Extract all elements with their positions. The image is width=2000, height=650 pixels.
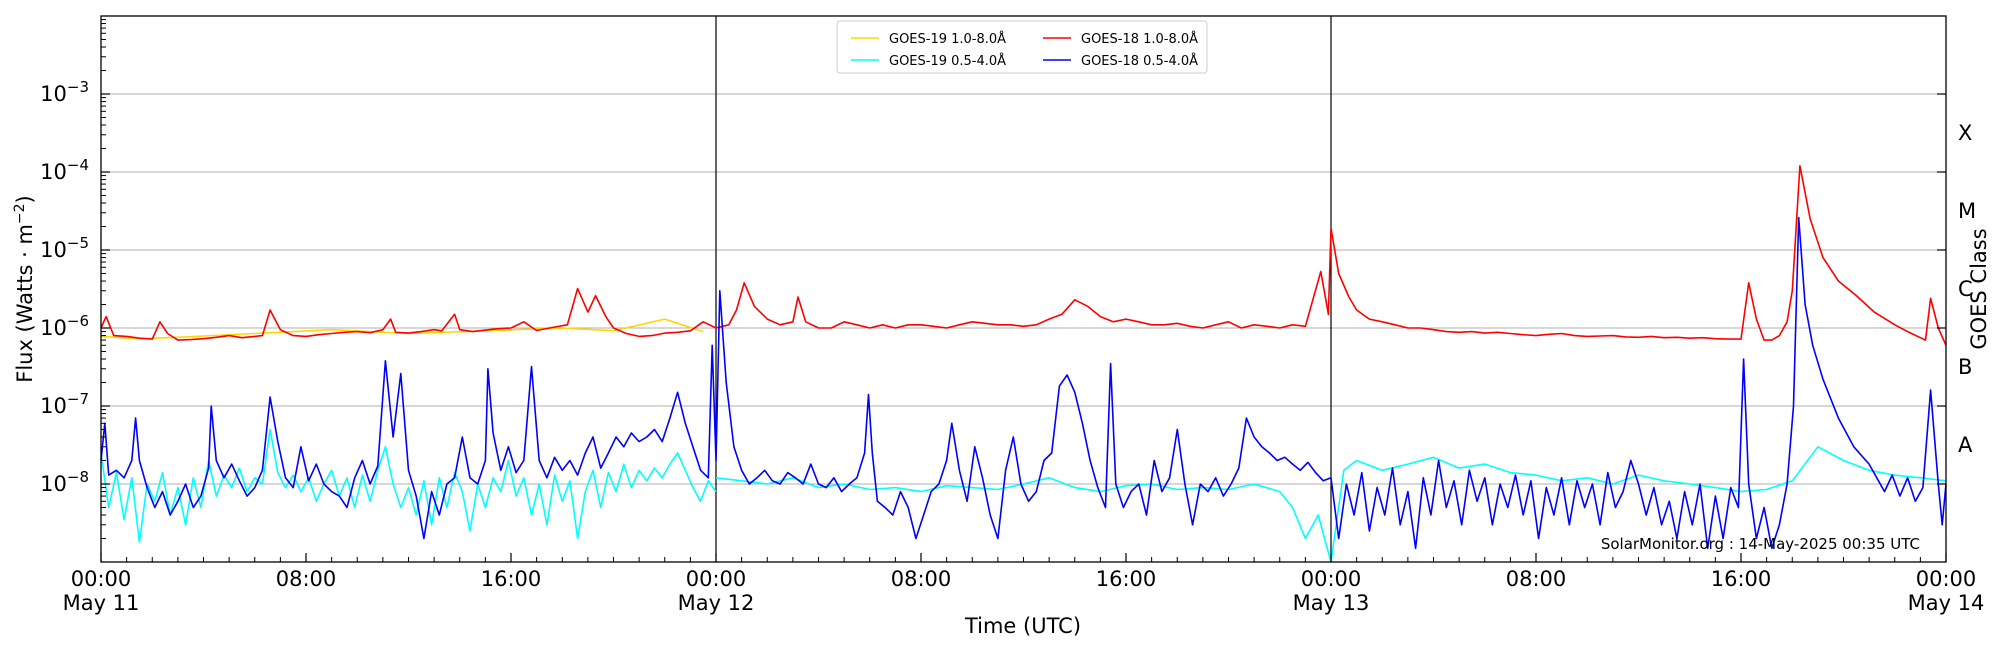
x-tick-label: 00:00 bbox=[71, 567, 132, 591]
legend-label: GOES-18 0.5-4.0Å bbox=[1081, 53, 1198, 69]
x-tick-label: 16:00 bbox=[1711, 567, 1772, 591]
y-axis-ticks: 10−8 10−7 10−6 10−5 10−4 10−3 bbox=[40, 19, 1946, 540]
x-tick-label: 08:00 bbox=[1506, 567, 1567, 591]
goes-class-label: A bbox=[1958, 433, 1973, 457]
series-layer bbox=[100, 165, 1947, 563]
x-tick-label: 00:00 bbox=[1916, 567, 1977, 591]
x-tick-date-label: May 11 bbox=[63, 591, 140, 615]
y-axis-title: Flux (Watts · m−2) bbox=[12, 195, 37, 383]
y-tick-label: 10−4 bbox=[40, 156, 89, 184]
series-line bbox=[100, 165, 1947, 346]
x-axis-title: Time (UTC) bbox=[964, 614, 1081, 638]
credit-text: SolarMonitor.org : 14-May-2025 00:35 UTC bbox=[1601, 535, 1920, 553]
legend: GOES-19 1.0-8.0Å GOES-19 0.5-4.0Å GOES-18 … bbox=[836, 20, 1208, 74]
legend-label: GOES-18 1.0-8.0Å bbox=[1081, 31, 1198, 47]
x-tick-label: 16:00 bbox=[481, 567, 542, 591]
y-tick-label: 10−5 bbox=[40, 234, 89, 262]
goes-class-label: X bbox=[1958, 121, 1972, 145]
y-tick-label: 10−7 bbox=[40, 390, 89, 418]
x-tick-label: 00:00 bbox=[1301, 567, 1362, 591]
legend-box bbox=[836, 20, 1208, 74]
legend-label: GOES-19 1.0-8.0Å bbox=[889, 31, 1006, 47]
x-tick-label: 16:00 bbox=[1096, 567, 1157, 591]
x-tick-label: 00:00 bbox=[686, 567, 747, 591]
goes-class-label: B bbox=[1958, 355, 1972, 379]
x-tick-date-label: May 12 bbox=[678, 591, 755, 615]
x-tick-label: 08:00 bbox=[276, 567, 337, 591]
day-boundary-lines bbox=[715, 16, 1332, 562]
y-tick-label: 10−8 bbox=[40, 468, 89, 496]
y-tick-label: 10−6 bbox=[40, 312, 89, 340]
series-line bbox=[100, 216, 1947, 550]
series-line bbox=[100, 428, 717, 543]
y-tick-label: 10−3 bbox=[40, 78, 89, 106]
goes-class-label: M bbox=[1958, 199, 1976, 223]
x-tick-label: 08:00 bbox=[891, 567, 952, 591]
goes-class-ticks: A B C M X bbox=[1958, 121, 1976, 457]
plot-area bbox=[101, 16, 1946, 562]
goes-class-label: C bbox=[1958, 277, 1973, 301]
x-tick-date-label: May 14 bbox=[1908, 591, 1985, 615]
legend-label: GOES-19 0.5-4.0Å bbox=[889, 53, 1006, 69]
x-tick-date-label: May 13 bbox=[1293, 591, 1370, 615]
y-axis-right-title: GOES Class bbox=[1967, 228, 1991, 349]
